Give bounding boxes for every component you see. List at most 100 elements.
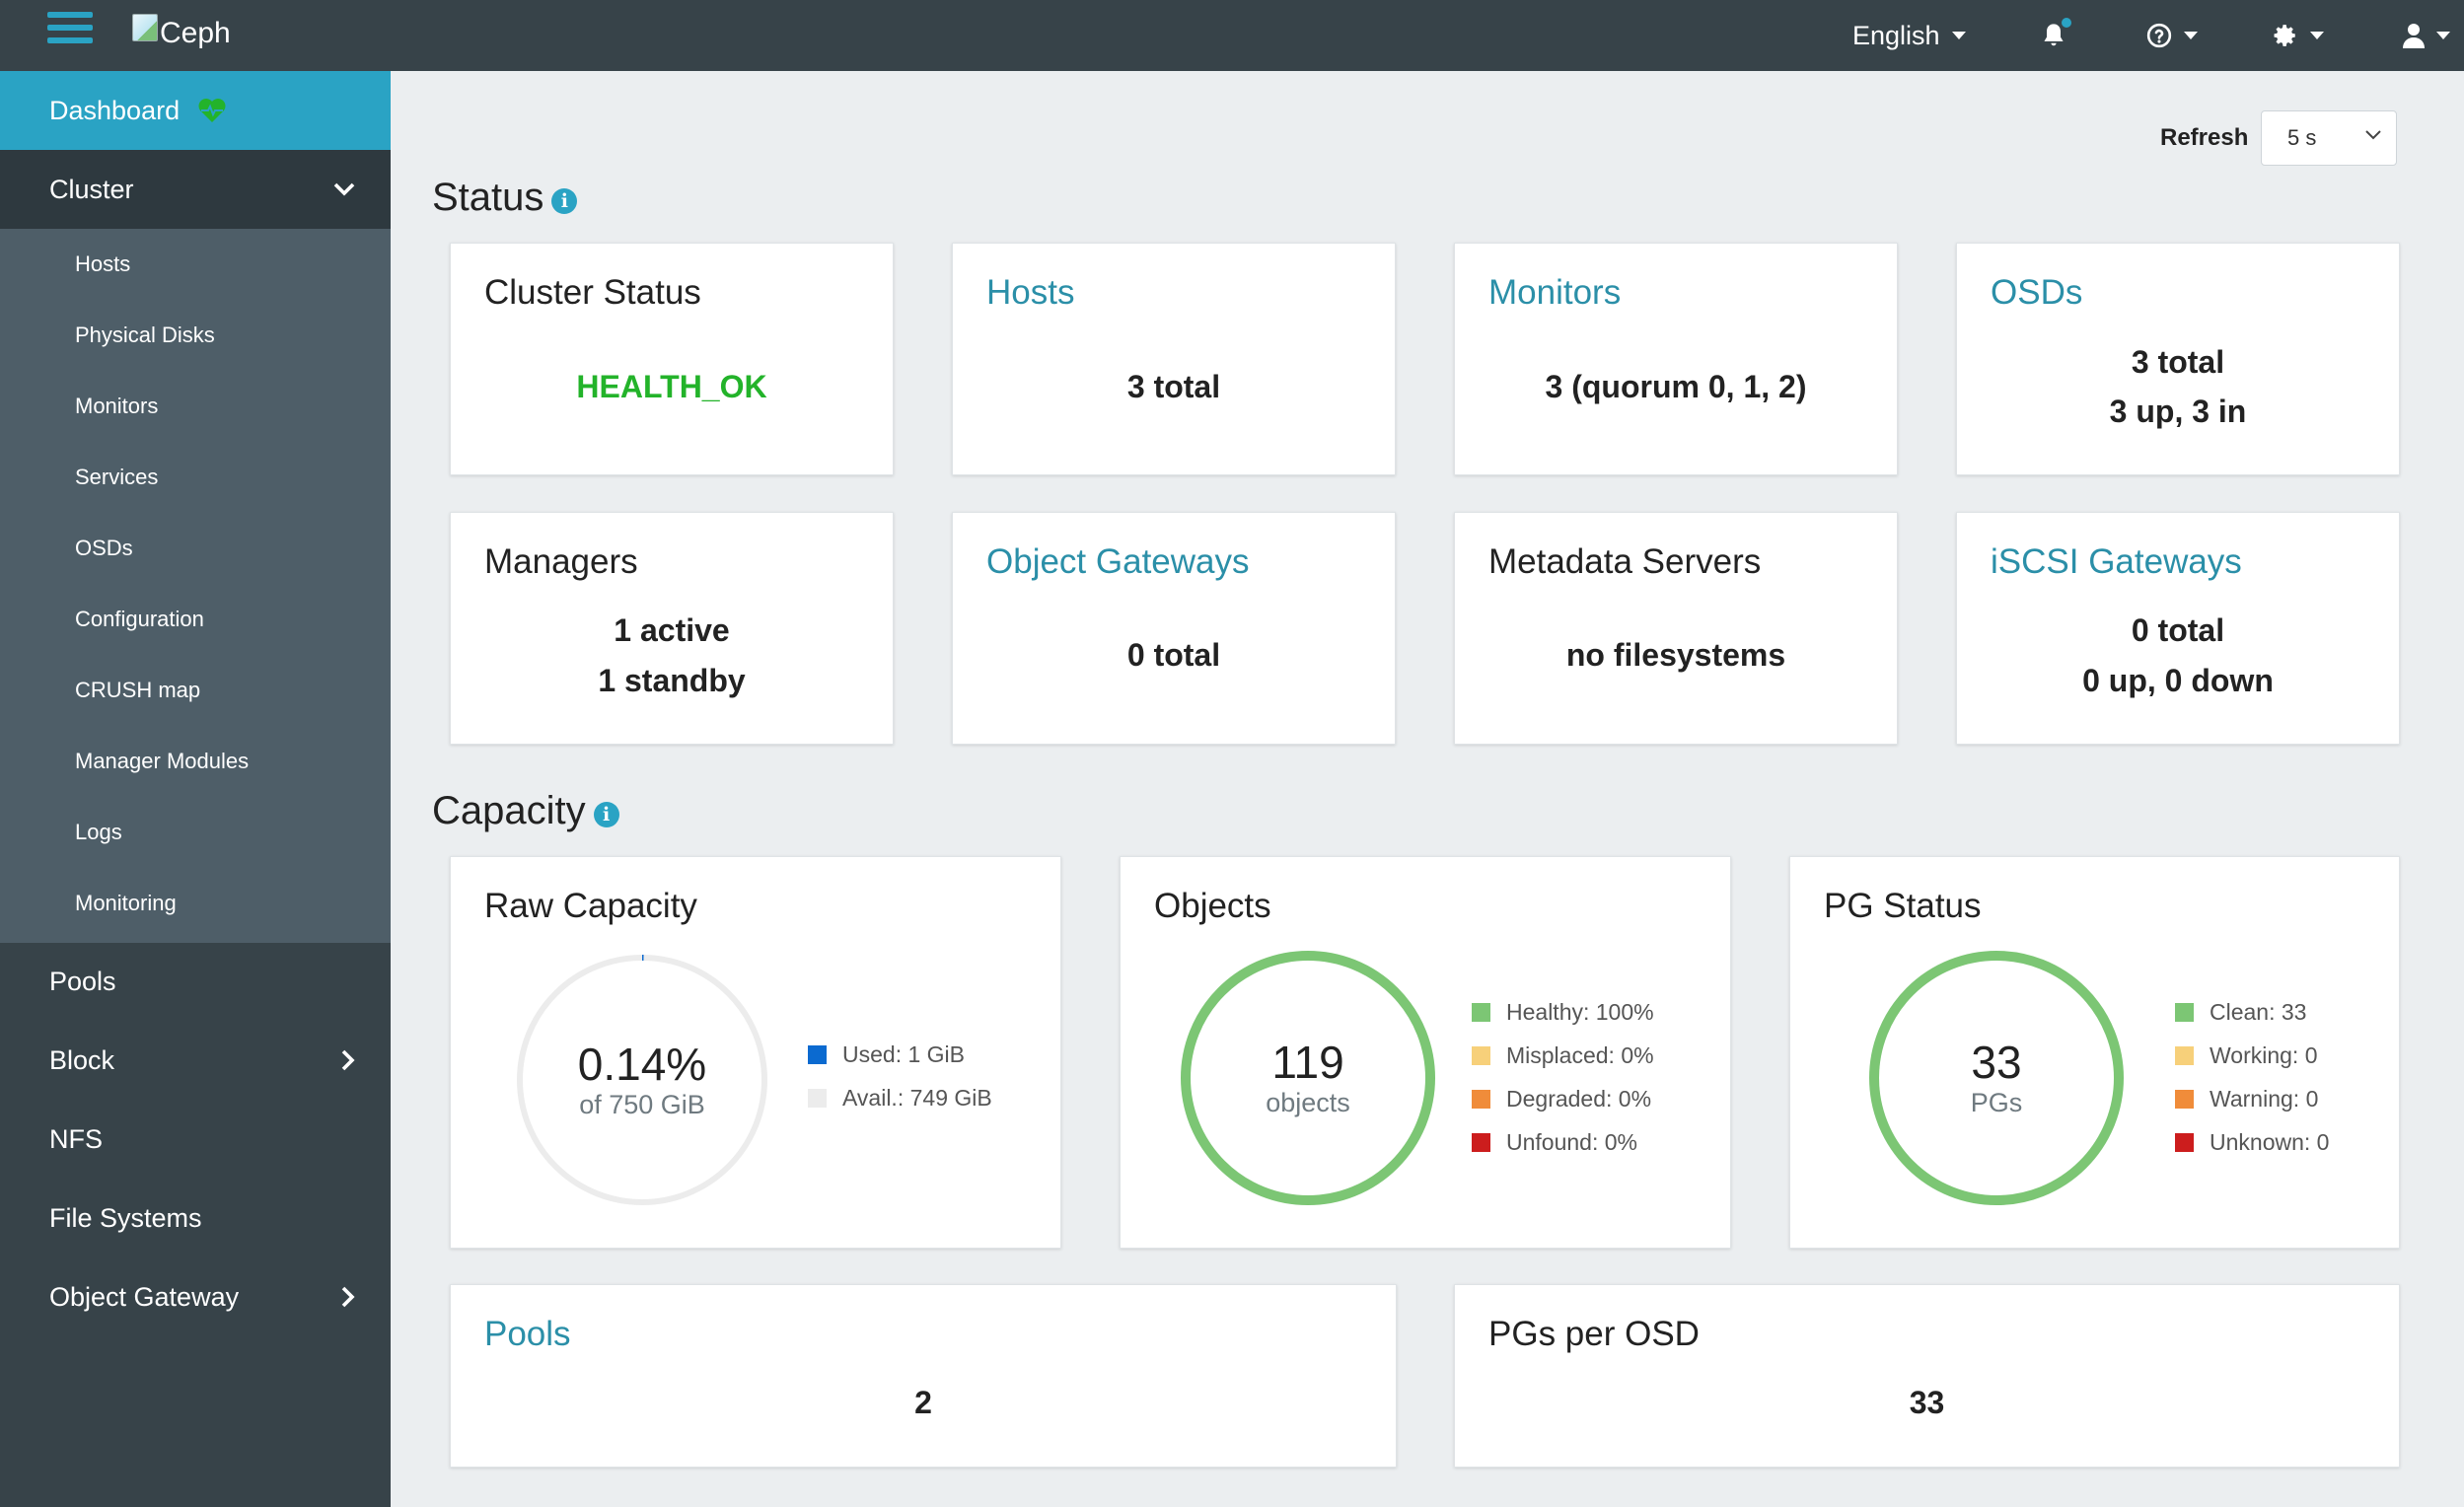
- sidebar-item-label: Configuration: [75, 607, 204, 631]
- user-icon: [2403, 24, 2425, 48]
- pools-link[interactable]: Pools: [484, 1315, 571, 1353]
- managers-active-value: 1 active: [614, 612, 730, 648]
- sidebar-item-block[interactable]: Block: [0, 1021, 391, 1100]
- monitors-link[interactable]: Monitors: [1488, 273, 1622, 312]
- legend-item[interactable]: Used: 1 GiB: [808, 1033, 992, 1076]
- sidebar-item-object-gateway[interactable]: Object Gateway: [0, 1257, 391, 1336]
- raw-capacity-total: of 750 GiB: [579, 1090, 705, 1119]
- metadata-servers-value: no filesystems: [1565, 637, 1786, 673]
- pg-unit: PGs: [1970, 1088, 2023, 1117]
- legend-swatch: [2175, 1002, 2194, 1022]
- legend-item[interactable]: Unfound: 0%: [1472, 1120, 1654, 1164]
- card-title: Managers: [484, 542, 638, 581]
- settings-dropdown[interactable]: [2273, 0, 2324, 71]
- logo-text: Ceph: [160, 17, 231, 49]
- user-dropdown[interactable]: [2403, 0, 2450, 71]
- top-navbar: Ceph English: [0, 0, 2464, 71]
- language-dropdown[interactable]: English: [1852, 0, 1966, 71]
- sidebar-item-label: OSDs: [75, 536, 133, 560]
- pools-value: 2: [914, 1385, 932, 1420]
- legend-swatch: [1472, 1132, 1490, 1152]
- notification-badge: [2062, 18, 2071, 28]
- sidebar-item-crush-map[interactable]: CRUSH map: [0, 655, 391, 726]
- sidebar-item-manager-modules[interactable]: Manager Modules: [0, 726, 391, 797]
- legend-label: Healthy: 100%: [1506, 998, 1654, 1025]
- osds-total-value: 3 total: [2131, 344, 2225, 380]
- sidebar-item-label: Hosts: [75, 251, 131, 276]
- pg-status-chart: [1869, 951, 2124, 1205]
- sidebar-item-monitoring[interactable]: Monitoring: [0, 868, 391, 939]
- object-gateways-link[interactable]: Object Gateways: [986, 542, 1250, 581]
- sidebar-item-label: Monitoring: [75, 891, 177, 915]
- pg-status-donut: 33 PGs: [1866, 948, 2127, 1208]
- info-icon[interactable]: i: [551, 187, 578, 214]
- sidebar-item-label: Object Gateway: [49, 1281, 240, 1312]
- osds-link[interactable]: OSDs: [1991, 273, 2083, 312]
- sidebar-item-label: Services: [75, 465, 159, 489]
- pgs-per-osd-value: 33: [1909, 1385, 1945, 1420]
- pg-status-legend: Clean: 33 Working: 0 Warning: 0 Unknown:…: [2175, 990, 2329, 1164]
- legend-item[interactable]: Degraded: 0%: [1472, 1077, 1654, 1120]
- legend-label: Working: 0: [2210, 1041, 2318, 1068]
- chevron-right-icon: [341, 1286, 355, 1308]
- legend-item[interactable]: Avail.: 749 GiB: [808, 1076, 992, 1119]
- sidebar-item-logs[interactable]: Logs: [0, 797, 391, 868]
- menu-toggle-icon[interactable]: [47, 12, 93, 51]
- sidebar-item-file-systems[interactable]: File Systems: [0, 1179, 391, 1257]
- monitors-card: Monitors 3 (quorum 0, 1, 2): [1454, 243, 1898, 475]
- legend-label: Unknown: 0: [2210, 1128, 2330, 1155]
- card-title: Objects: [1154, 887, 1271, 925]
- caret-down-icon: [2310, 32, 2324, 39]
- sidebar-item-nfs[interactable]: NFS: [0, 1100, 391, 1179]
- sidebar-item-cluster[interactable]: Cluster: [0, 150, 391, 229]
- legend-item[interactable]: Warning: 0: [2175, 1077, 2329, 1120]
- caret-down-icon: [2436, 32, 2450, 39]
- sidebar-item-pools[interactable]: Pools: [0, 942, 391, 1021]
- sidebar-item-label: Physical Disks: [75, 323, 215, 347]
- sidebar-item-monitors[interactable]: Monitors: [0, 371, 391, 442]
- legend-item[interactable]: Healthy: 100%: [1472, 990, 1654, 1034]
- sidebar-item-physical-disks[interactable]: Physical Disks: [0, 300, 391, 371]
- ceph-logo[interactable]: Ceph: [132, 14, 231, 53]
- card-title: PG Status: [1824, 887, 1982, 925]
- legend-label: Used: 1 GiB: [842, 1041, 965, 1067]
- cluster-submenu: Hosts Physical Disks Monitors Services O…: [0, 229, 391, 943]
- heartbeat-icon: [198, 99, 226, 122]
- help-dropdown[interactable]: [2146, 0, 2198, 71]
- raw-capacity-card: Raw Capacity 0.14% of 750 GiB Used: 1 Gi…: [450, 856, 1061, 1249]
- legend-item[interactable]: Misplaced: 0%: [1472, 1034, 1654, 1077]
- iscsi-gateways-link[interactable]: iSCSI Gateways: [1991, 542, 2242, 581]
- language-label: English: [1852, 20, 1940, 50]
- question-circle-icon: [2146, 23, 2172, 48]
- hosts-card: Hosts 3 total: [952, 243, 1396, 475]
- legend-item[interactable]: Clean: 33: [2175, 990, 2329, 1034]
- raw-capacity-chart: [517, 955, 767, 1205]
- legend-item[interactable]: Working: 0: [2175, 1034, 2329, 1077]
- hosts-link[interactable]: Hosts: [986, 273, 1075, 312]
- iscsi-total-value: 0 total: [2131, 612, 2225, 648]
- pg-status-card: PG Status 33 PGs Clean: 33 Working: 0 Wa…: [1789, 856, 2400, 1249]
- sidebar-item-label: CRUSH map: [75, 678, 201, 702]
- sidebar-item-label: Logs: [75, 820, 122, 844]
- legend-swatch: [1472, 1045, 1490, 1065]
- legend-label: Warning: 0: [2210, 1085, 2319, 1112]
- objects-card: Objects 119 objects Healthy: 100% Mispla…: [1120, 856, 1731, 1249]
- refresh-interval-select[interactable]: 5 s: [2261, 110, 2397, 166]
- sidebar-item-hosts[interactable]: Hosts: [0, 229, 391, 300]
- status-section-title: Status i: [432, 176, 578, 220]
- legend-item[interactable]: Unknown: 0: [2175, 1120, 2329, 1164]
- sidebar-item-dashboard[interactable]: Dashboard: [0, 71, 391, 150]
- info-icon[interactable]: i: [593, 801, 619, 827]
- managers-card: Managers 1 active 1 standby: [450, 512, 894, 745]
- status-heading: Status: [432, 176, 544, 219]
- legend-swatch: [2175, 1132, 2194, 1152]
- health-status-value[interactable]: HEALTH_OK: [576, 369, 767, 404]
- refresh-label: Refresh: [2160, 124, 2249, 151]
- sidebar-item-configuration[interactable]: Configuration: [0, 584, 391, 655]
- managers-standby-value: 1 standby: [598, 663, 746, 698]
- sidebar-item-osds[interactable]: OSDs: [0, 513, 391, 584]
- objects-count: 119: [1271, 1037, 1344, 1088]
- osds-state-value: 3 up, 3 in: [2109, 394, 2247, 429]
- notifications-button[interactable]: [2040, 0, 2067, 71]
- sidebar-item-services[interactable]: Services: [0, 442, 391, 513]
